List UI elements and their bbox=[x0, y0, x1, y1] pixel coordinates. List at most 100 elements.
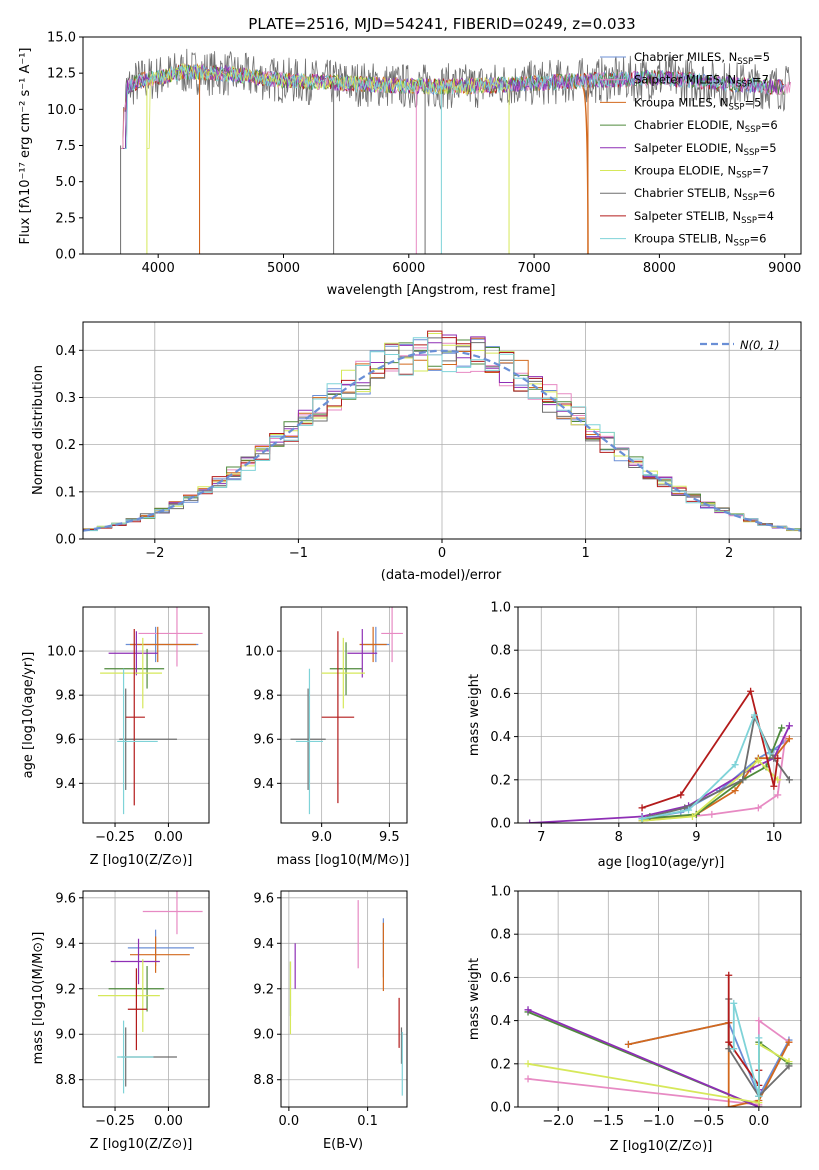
legend-suffix: =6 bbox=[749, 232, 766, 246]
legend-text: Chabrier ELODIE, N bbox=[634, 118, 745, 132]
legend-sub: SSP bbox=[741, 216, 757, 226]
y-axis-label: mass weight bbox=[467, 674, 482, 756]
weight-marker bbox=[755, 1092, 763, 1100]
legend-entry: Chabrier STELIB, NSSP=6 bbox=[634, 186, 775, 203]
y-tick-label: 9.4 bbox=[55, 777, 76, 792]
y-tick-label: 10.0 bbox=[47, 645, 76, 660]
weight-marker bbox=[747, 687, 755, 695]
x-tick-label: −1 bbox=[289, 546, 308, 561]
weight-marker bbox=[755, 1017, 763, 1025]
spectrum-line bbox=[124, 63, 766, 149]
weight-marker bbox=[730, 999, 738, 1007]
x-axis-label: Z [log10(Z/Z⊙)] bbox=[610, 1139, 713, 1154]
x-axis-label: E(B-V) bbox=[323, 1137, 363, 1152]
weight-marker bbox=[624, 1040, 632, 1048]
x-tick-label: 0.00 bbox=[154, 1114, 183, 1129]
legend-text: Kroupa MILES, N bbox=[634, 95, 729, 109]
axes-frame bbox=[280, 890, 408, 1108]
weight-marker bbox=[725, 1103, 733, 1107]
weight-marker bbox=[785, 776, 793, 784]
panel-residuals: −2 −1 0 1 2 0.0 0.1 0.2 0.3 0.4 (data-model)/error… bbox=[31, 321, 802, 583]
weight-marker bbox=[785, 735, 793, 743]
panel-mass-weight-vs-age: 7 8 9 10 0.0 0.2 0.4 0.6 0.8 1.0 age [log10(age/yr… bbox=[467, 601, 802, 870]
weight-marker bbox=[688, 813, 696, 821]
weight-marker bbox=[730, 1045, 738, 1053]
weight-marker bbox=[755, 1099, 763, 1107]
legend-entry: Salpeter ELODIE, NSSP=5 bbox=[634, 141, 777, 158]
spectrum-edge bbox=[582, 87, 589, 254]
legend-entry: Kroupa MILES, NSSP=5 bbox=[634, 95, 761, 112]
y-tick-label: 0.0 bbox=[55, 248, 76, 263]
y-axis-label: mass weight bbox=[467, 958, 482, 1040]
weight-marker bbox=[685, 806, 693, 814]
x-tick-label: −1.0 bbox=[643, 1114, 675, 1129]
y-tick-label: 0.3 bbox=[55, 391, 76, 406]
y-tick-label: 9.0 bbox=[253, 1028, 274, 1043]
y-tick-label: 7.5 bbox=[55, 139, 76, 154]
weight-marker bbox=[750, 711, 758, 719]
legend-sub: SSP bbox=[736, 171, 752, 181]
panel-age-vs-mass: 9.0 9.5 9.4 9.6 9.8 10.0 mass [log10(M/M⊙)] bbox=[245, 606, 409, 868]
x-tick-label: 8000 bbox=[643, 261, 676, 276]
y-tick-label: 0.0 bbox=[490, 817, 511, 832]
y-tick-label: 9.6 bbox=[55, 891, 76, 906]
weight-marker bbox=[725, 1038, 733, 1046]
legend-text: Salpeter STELIB, N bbox=[634, 209, 741, 223]
weight-marker bbox=[785, 1062, 793, 1070]
x-tick-label: 9.0 bbox=[311, 830, 332, 845]
legend-entry: Salpeter STELIB, NSSP=4 bbox=[634, 209, 774, 226]
weight-marker bbox=[755, 1034, 763, 1042]
y-tick-label: 9.6 bbox=[253, 891, 274, 906]
legend-sub: SSP bbox=[729, 102, 745, 112]
weight-marker bbox=[754, 756, 762, 764]
x-tick-label: 2 bbox=[725, 546, 733, 561]
legend-suffix: =7 bbox=[752, 73, 769, 87]
legend-text: Kroupa STELIB, N bbox=[634, 232, 734, 246]
y-tick-label: 9.4 bbox=[55, 937, 76, 952]
weight-marker bbox=[785, 1038, 793, 1046]
axes-frame bbox=[280, 606, 408, 824]
y-tick-label: 5.0 bbox=[55, 175, 76, 190]
weight-marker bbox=[524, 1006, 532, 1014]
legend-suffix: =6 bbox=[761, 118, 778, 132]
plot-area bbox=[290, 607, 403, 815]
x-tick-label: 5000 bbox=[267, 261, 300, 276]
weight-marker bbox=[524, 1060, 532, 1068]
y-tick-label: 1.0 bbox=[490, 885, 511, 900]
y-tick-label: 8.8 bbox=[253, 1073, 274, 1088]
y-axis-label: mass [log10(M/M⊙)] bbox=[31, 932, 46, 1065]
plot-area bbox=[526, 687, 793, 823]
axes-frame bbox=[82, 321, 802, 540]
x-tick-label: 7 bbox=[537, 830, 545, 845]
legend-entry: Chabrier ELODIE, NSSP=6 bbox=[634, 118, 778, 135]
y-tick-label: 10.0 bbox=[47, 103, 76, 118]
x-axis-label: age [log10(age/yr)] bbox=[598, 855, 725, 870]
weight-marker bbox=[754, 804, 762, 812]
x-tick-label: 1 bbox=[581, 546, 589, 561]
legend-sub: SSP bbox=[737, 57, 753, 67]
x-tick-label: −2 bbox=[145, 546, 164, 561]
x-tick-label: 0.0 bbox=[279, 1114, 300, 1129]
panel-spectrum: 4000 5000 6000 7000 8000 9000 0.0 2.5 5.0 7.5 10.0… bbox=[18, 15, 802, 298]
weight-marker bbox=[774, 791, 782, 799]
weight-line bbox=[529, 725, 791, 823]
y-tick-label: 0.4 bbox=[490, 1014, 511, 1029]
y-tick-label: 12.5 bbox=[47, 67, 76, 82]
weight-marker bbox=[774, 754, 782, 762]
y-tick-label: 9.8 bbox=[55, 689, 76, 704]
y-tick-label: 0.0 bbox=[490, 1101, 511, 1116]
spectrum-line bbox=[146, 63, 510, 149]
y-tick-label: 9.8 bbox=[253, 689, 274, 704]
legend-text: Kroupa ELODIE, N bbox=[634, 164, 736, 178]
legend-entry: N(0, 1) bbox=[740, 338, 780, 352]
weight-marker bbox=[638, 804, 646, 812]
axes-frame bbox=[82, 606, 210, 824]
y-tick-label: 1.0 bbox=[490, 601, 511, 616]
legend-sub: SSP bbox=[742, 193, 758, 203]
y-axis-label: age [log10(age/yr)] bbox=[21, 652, 36, 779]
legend-entry: Kroupa STELIB, NSSP=6 bbox=[634, 232, 766, 249]
y-tick-label: 9.4 bbox=[253, 777, 274, 792]
plot-area bbox=[97, 891, 203, 1094]
x-tick-label: −2.0 bbox=[542, 1114, 574, 1129]
